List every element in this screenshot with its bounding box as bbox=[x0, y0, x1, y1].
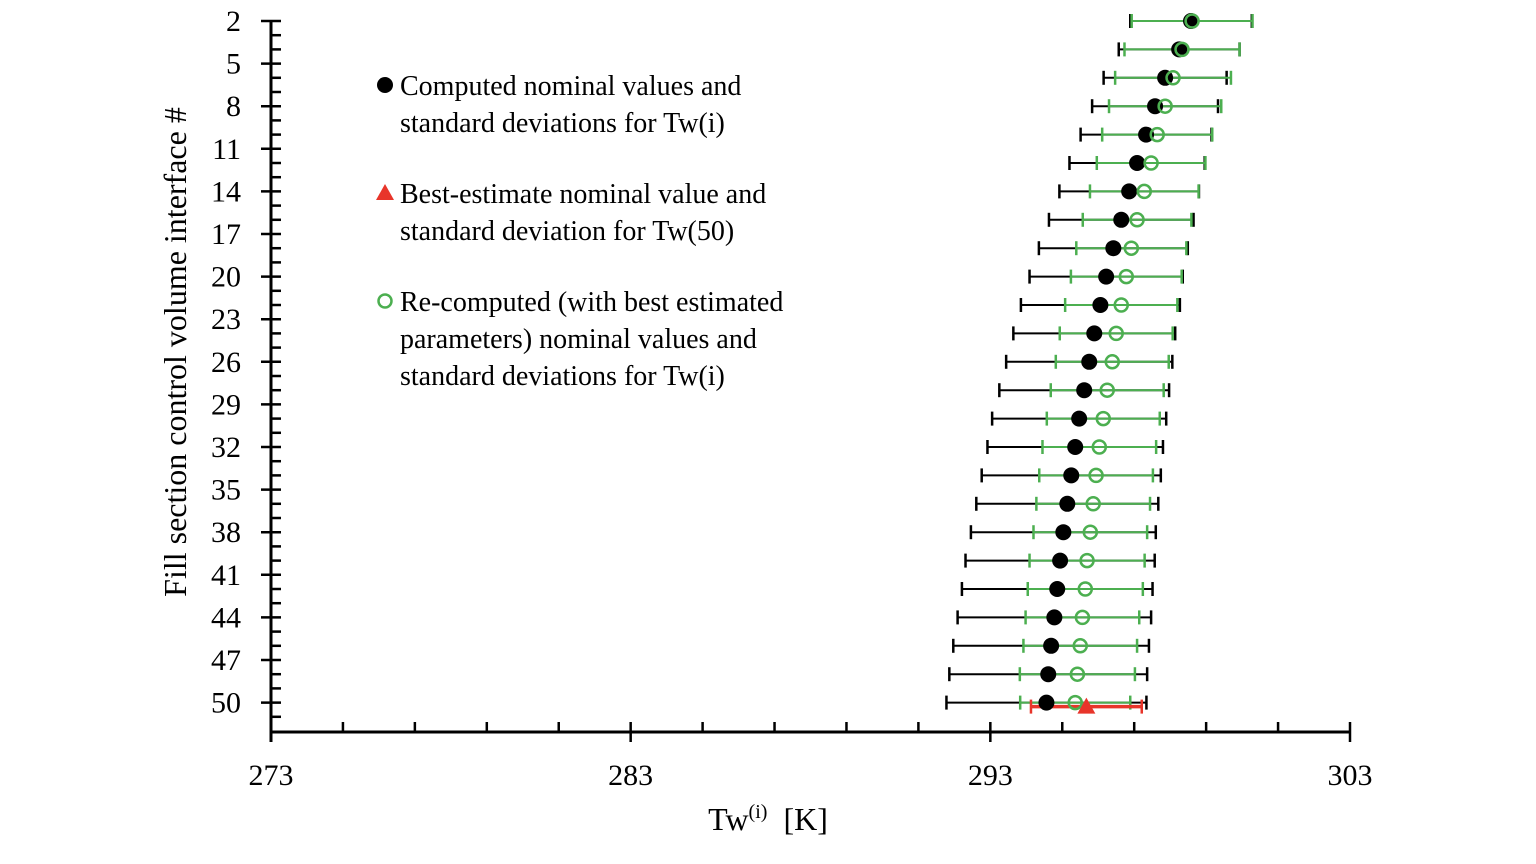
data-point-recomputed bbox=[1067, 694, 1083, 711]
y-tick-label: 26 bbox=[211, 346, 241, 379]
y-tick-label: 29 bbox=[211, 388, 241, 421]
y-tick-label: 41 bbox=[211, 559, 241, 592]
data-point-recomputed bbox=[1077, 581, 1094, 597]
data-point-computed bbox=[1098, 268, 1115, 285]
data-point-recomputed bbox=[1069, 666, 1086, 682]
data-point-computed bbox=[1049, 581, 1066, 597]
y-tick-label: 5 bbox=[226, 48, 241, 81]
data-point-recomputed bbox=[1184, 13, 1200, 29]
data-point-recomputed bbox=[1091, 439, 1108, 455]
data-point-recomputed bbox=[1157, 98, 1173, 114]
data-point-recomputed bbox=[1118, 268, 1135, 285]
legend-entry-text: parameters) nominal values and bbox=[400, 324, 757, 355]
y-tick-label: 20 bbox=[211, 261, 241, 294]
data-point-recomputed bbox=[1072, 638, 1088, 654]
data-point-computed bbox=[1063, 467, 1080, 484]
data-point-computed bbox=[1092, 297, 1109, 313]
legend-entry-text: standard deviation for Tw(50) bbox=[400, 216, 734, 247]
data-point-computed bbox=[1105, 240, 1122, 257]
data-point-recomputed bbox=[1104, 354, 1121, 370]
x-tick-label: 273 bbox=[249, 759, 294, 792]
data-point-recomputed bbox=[1113, 297, 1130, 313]
y-tick-label: 14 bbox=[211, 175, 241, 208]
data-point-recomputed bbox=[1085, 496, 1101, 512]
y-tick-label: 38 bbox=[211, 516, 241, 549]
legend-entry-text: standard deviations for Tw(i) bbox=[400, 108, 725, 139]
data-point-computed bbox=[1052, 552, 1069, 569]
data-marks bbox=[945, 13, 1254, 714]
data-point-recomputed bbox=[1149, 126, 1165, 143]
legend-entry-text: Best-estimate nominal value and bbox=[400, 179, 766, 210]
y-tick-label: 17 bbox=[211, 218, 241, 251]
y-tick-label: 44 bbox=[211, 601, 241, 634]
legend-marker-computed bbox=[377, 77, 393, 93]
data-point-recomputed bbox=[1095, 410, 1112, 427]
y-tick-label: 35 bbox=[211, 474, 241, 507]
data-point-recomputed bbox=[1123, 240, 1140, 256]
data-point-computed bbox=[1129, 155, 1146, 171]
data-point-computed bbox=[1071, 410, 1088, 427]
x-tick-label: 303 bbox=[1328, 759, 1373, 792]
x-axis-title: Tw(i) [K] bbox=[708, 801, 828, 837]
data-point-recomputed bbox=[1143, 155, 1159, 171]
data-point-computed bbox=[1113, 211, 1130, 228]
data-point-computed bbox=[1171, 41, 1188, 58]
data-point-recomputed bbox=[1165, 70, 1181, 86]
data-point-recomputed bbox=[1088, 467, 1104, 484]
data-point-computed bbox=[1040, 666, 1057, 683]
axes: 273 283 293 303 2 5 8 11 14 17 20 23 26 29 32 35 38 41 44 4… bbox=[211, 5, 1373, 792]
y-tick-label: 23 bbox=[211, 303, 241, 336]
y-tick-label: 32 bbox=[211, 431, 241, 464]
y-tick-label: 47 bbox=[211, 644, 241, 677]
data-point-recomputed bbox=[1129, 212, 1145, 228]
data-point-recomputed bbox=[1099, 382, 1115, 398]
data-point-computed bbox=[1059, 495, 1076, 512]
legend-entry-text: standard deviations for Tw(i) bbox=[400, 361, 725, 392]
data-point-computed bbox=[1076, 382, 1093, 399]
data-point-computed bbox=[1043, 637, 1060, 654]
data-point-computed bbox=[1138, 126, 1155, 143]
x-tick-label: 293 bbox=[968, 759, 1013, 792]
legend-entry-text: Computed nominal values and bbox=[400, 71, 741, 102]
legend-entry-text: Re-computed (with best estimated bbox=[400, 287, 783, 318]
legend-marker-recomputed bbox=[377, 293, 393, 309]
legend-marker-best-estimate bbox=[376, 184, 394, 200]
data-point-recomputed bbox=[1174, 41, 1190, 58]
legend: Computed nominal values and standard devi… bbox=[376, 71, 783, 392]
x-tick-label: 283 bbox=[608, 759, 653, 792]
data-point-computed bbox=[1067, 439, 1084, 455]
x-axis-title-main: Tw bbox=[708, 801, 748, 837]
data-point-computed bbox=[1038, 694, 1055, 711]
x-axis-title-unit: [K] bbox=[767, 801, 827, 837]
data-point-recomputed bbox=[1074, 609, 1091, 626]
y-tick-label: 11 bbox=[212, 133, 241, 166]
data-point-best-estimate bbox=[1077, 697, 1096, 714]
y-tick-label: 2 bbox=[226, 5, 241, 38]
data-point-computed bbox=[1046, 609, 1063, 626]
data-point-computed bbox=[1121, 183, 1138, 200]
data-point-recomputed bbox=[1079, 552, 1095, 569]
data-point-recomputed bbox=[1082, 524, 1099, 540]
data-point-recomputed bbox=[1136, 183, 1153, 200]
data-point-computed bbox=[1086, 325, 1103, 342]
y-axis-title: Fill section control volume interface # bbox=[157, 107, 193, 597]
data-point-computed bbox=[1055, 524, 1072, 541]
data-point-recomputed bbox=[1108, 325, 1124, 342]
y-tick-label: 50 bbox=[211, 687, 241, 720]
y-tick-label: 8 bbox=[226, 90, 241, 123]
data-point-computed bbox=[1081, 353, 1098, 370]
x-axis-title-superscript: (i) bbox=[749, 801, 768, 823]
